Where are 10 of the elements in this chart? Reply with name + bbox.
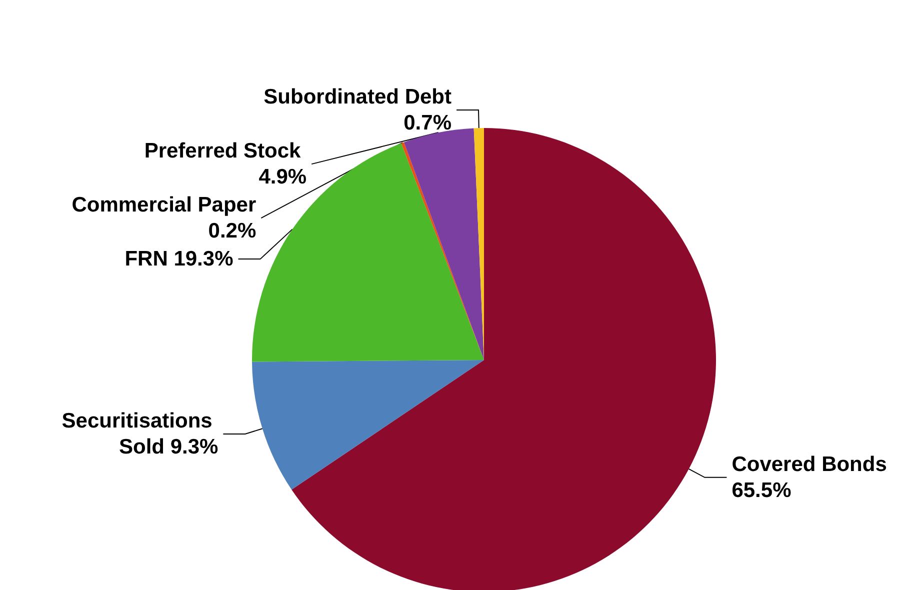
slice-label: Preferred Stock <box>144 140 307 163</box>
slice-label: Securitisations Sold 9.3% <box>62 409 219 458</box>
slice-label: Commercial Paper <box>72 194 256 217</box>
data-label: 4.9% <box>258 166 307 189</box>
slice-label: FRN 19.3% <box>124 248 234 271</box>
slice-label: Subordinated Debt <box>264 86 452 109</box>
data-label: 0.2% <box>202 220 256 243</box>
data-label: 0.7% <box>398 112 452 135</box>
slice-label: Covered Bonds <box>732 452 893 476</box>
data-label: 65.5% <box>732 478 792 502</box>
